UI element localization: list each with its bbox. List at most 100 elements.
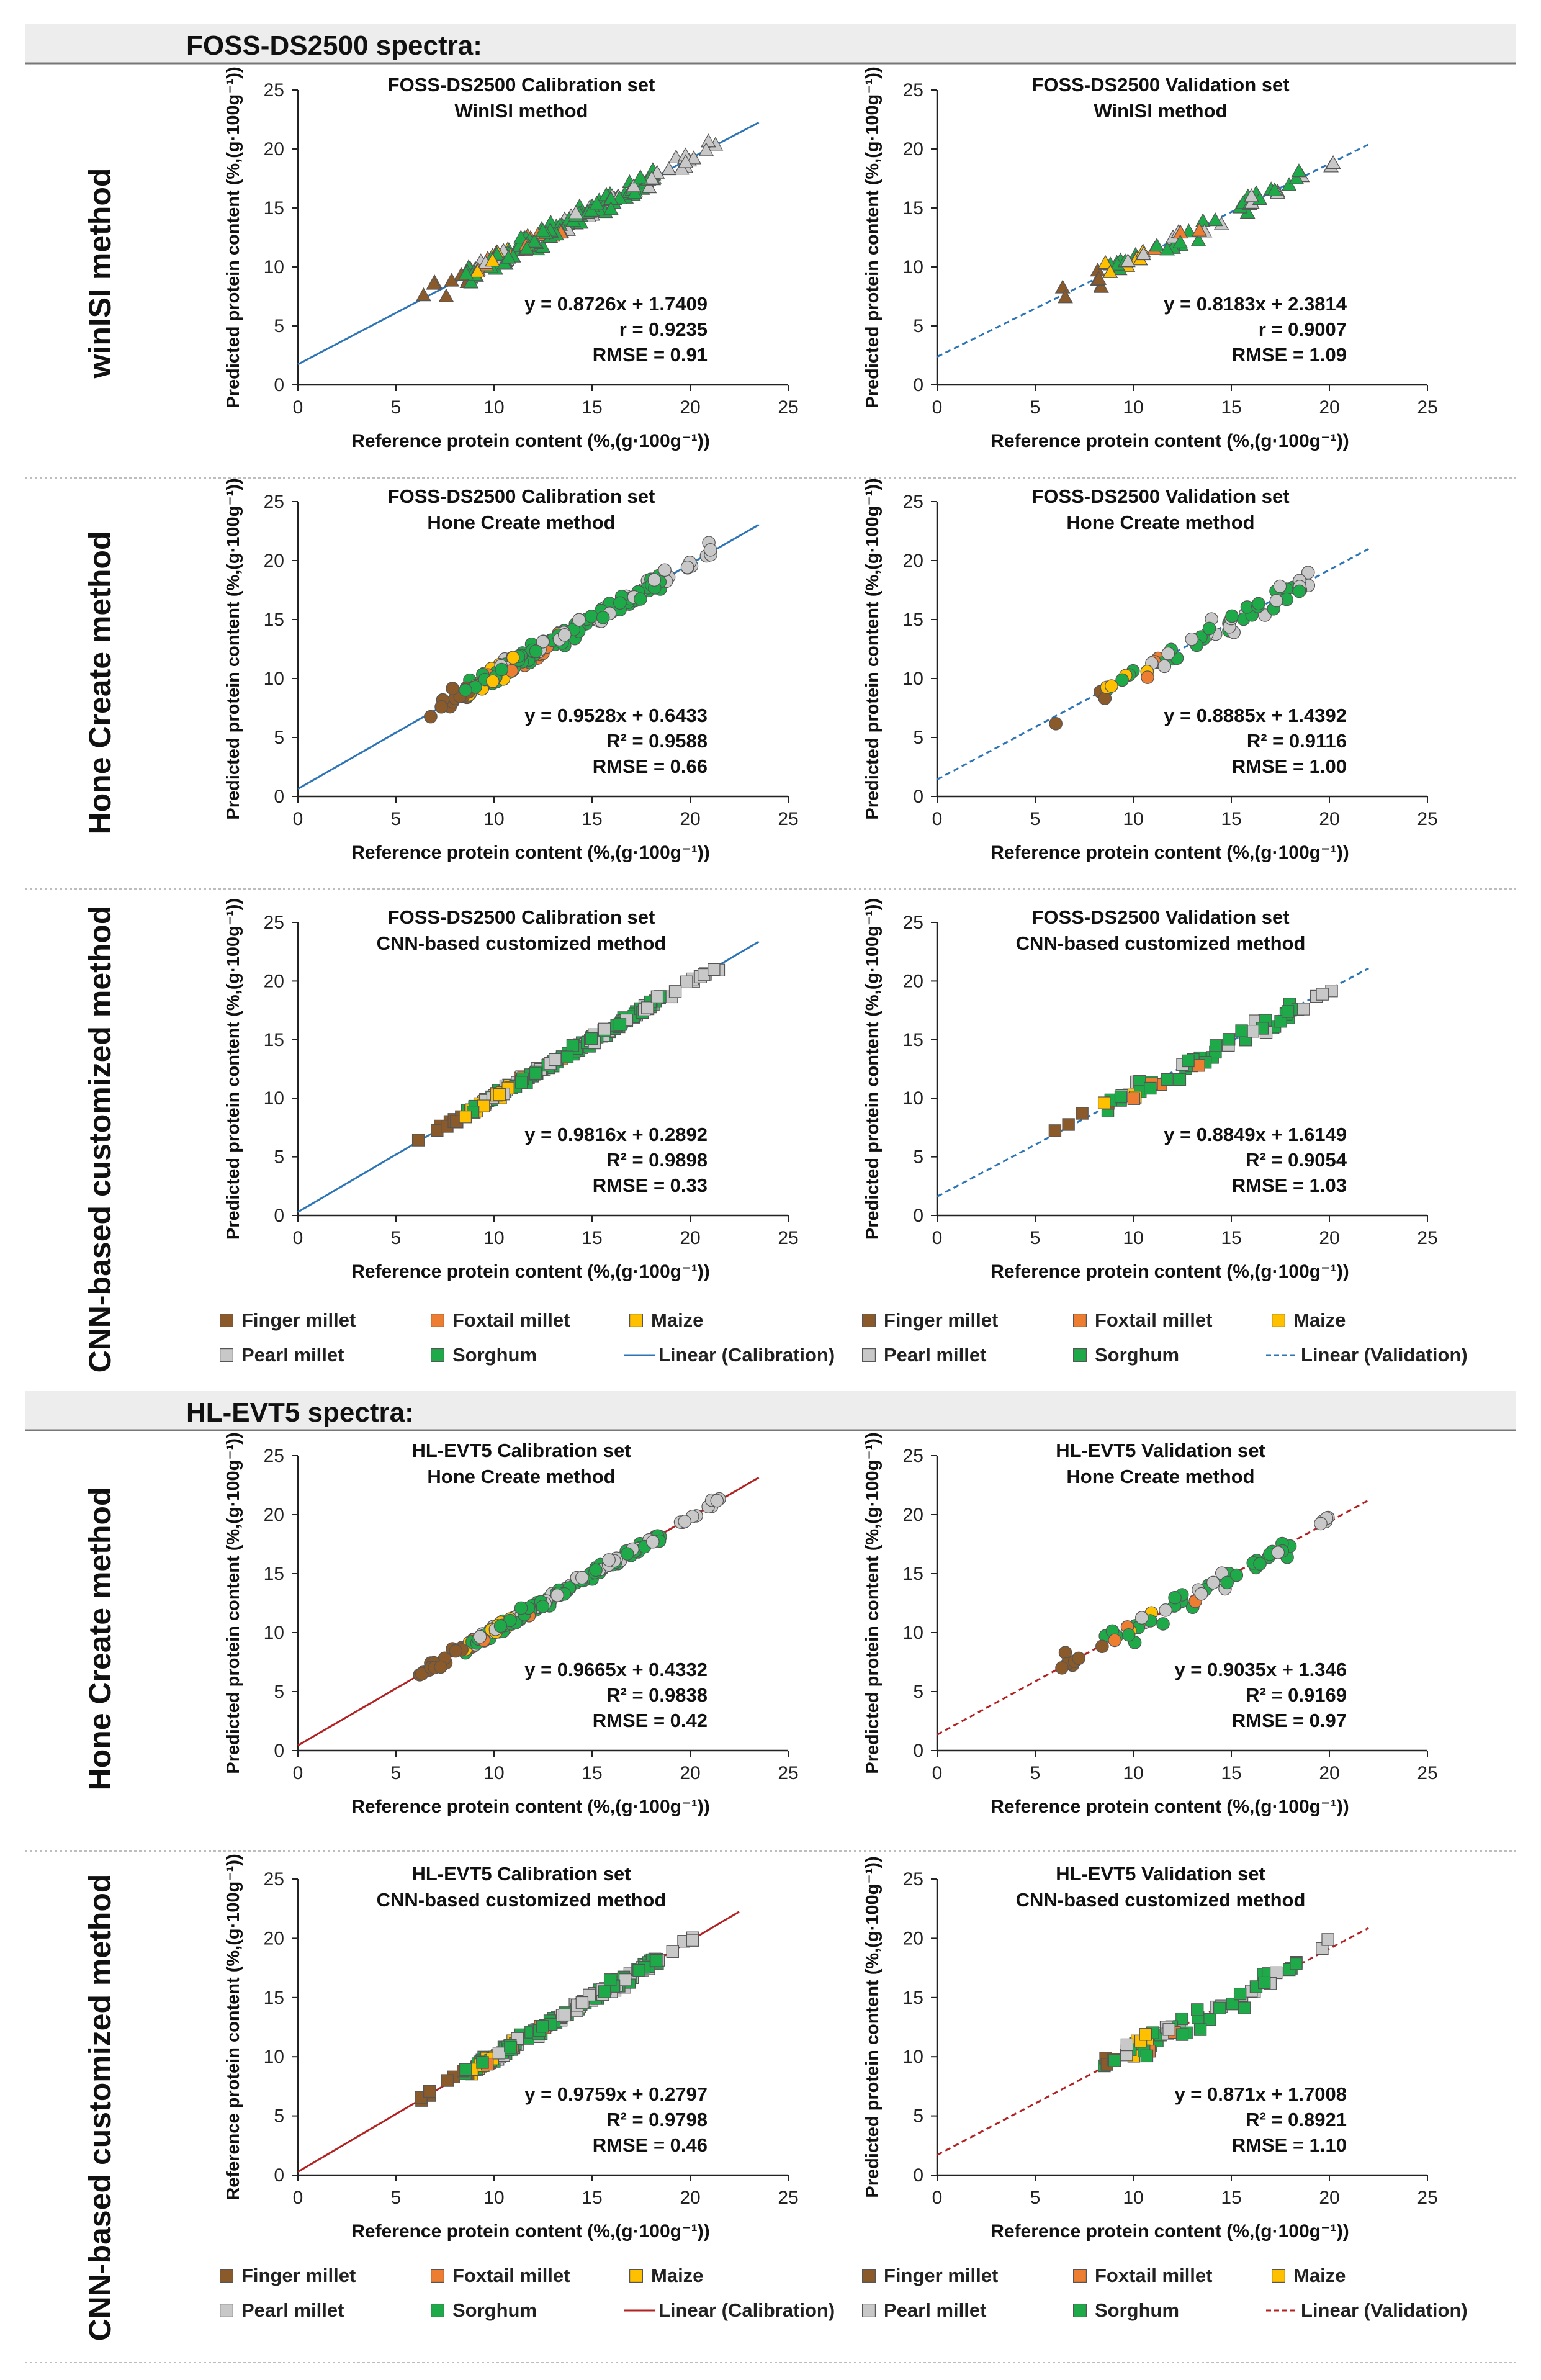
legend-marker-finger-millet: [220, 1314, 234, 1328]
data-point-sorghum: [529, 1066, 542, 1080]
row-label-hone-create-foss: Hone Create method: [83, 531, 117, 835]
chart-subtitle: Hone Create method: [427, 1466, 615, 1487]
data-point-sorghum: [1175, 2028, 1189, 2041]
data-point-sorghum: [513, 230, 529, 244]
data-point-pearl-millet: [1185, 632, 1199, 646]
data-point-pearl-millet: [678, 1515, 692, 1528]
x-tick-label: 15: [582, 1763, 602, 1783]
data-point-sorghum: [1229, 1568, 1244, 1582]
y-tick-label: 0: [274, 375, 284, 395]
legend-marker-finger-millet: [861, 1314, 876, 1328]
y-axis-title: Predicted protein content (%,(g·100g⁻¹)): [223, 1432, 243, 1774]
y-tick-label: 20: [264, 1505, 284, 1525]
y-tick-label: 20: [903, 1928, 923, 1949]
legend-marker-maize: [629, 1314, 643, 1328]
data-point-sorghum: [1209, 1039, 1223, 1052]
x-tick-label: 25: [778, 1228, 798, 1248]
data-point-sorghum: [504, 2041, 518, 2054]
fit-stat: RMSE = 1.00: [1232, 755, 1347, 777]
data-point-pearl-millet: [1246, 1025, 1259, 1038]
legend-marker-pearl-millet: [220, 2304, 234, 2318]
legend-marker-sorghum: [1072, 1348, 1087, 1363]
x-tick-label: 5: [391, 1228, 402, 1248]
data-point-finger-millet: [1072, 1651, 1085, 1666]
x-tick-label: 20: [1319, 2188, 1339, 2208]
y-tick-label: 15: [264, 610, 284, 630]
x-axis-title: Reference protein content (%,(g·100g⁻¹)): [991, 2221, 1349, 2242]
data-point-sorghum: [536, 1600, 550, 1613]
legend-marker-maize: [1272, 2269, 1286, 2283]
fit-stat: y = 0.9528x + 0.6433: [524, 705, 708, 726]
fit-stat: RMSE = 1.10: [1232, 2134, 1347, 2156]
data-point-sorghum: [529, 644, 543, 658]
fit-stat: RMSE = 0.42: [593, 1710, 708, 1731]
x-tick-label: 5: [391, 2188, 402, 2208]
data-point-sorghum: [613, 596, 627, 610]
data-point-sorghum: [1238, 2001, 1251, 2014]
legend-marker-sorghum: [430, 2304, 444, 2318]
chart-panel-foss-calibration-winisi: 0 5 10 15 20 25 0 5 10 15 20 25 Reference protein co…: [223, 66, 799, 451]
data-point-pearl-millet: [626, 178, 642, 192]
x-tick-label: 25: [778, 2188, 798, 2208]
legend-marker-maize: [629, 2269, 643, 2283]
data-point-pearl-millet: [1301, 566, 1315, 579]
data-point-maize: [493, 1088, 506, 1101]
data-point-pearl-millet: [644, 170, 660, 184]
legend-label: Pearl millet: [884, 2299, 986, 2321]
data-point-sorghum: [620, 1547, 634, 1561]
y-tick-label: 25: [264, 492, 284, 512]
data-point-pearl-millet: [710, 1494, 724, 1508]
x-tick-label: 15: [1221, 397, 1241, 418]
legend-label: Finger millet: [241, 1309, 356, 1331]
data-point-sorghum: [589, 1563, 603, 1577]
y-tick-label: 20: [264, 139, 284, 160]
y-tick-label: 10: [264, 2047, 284, 2067]
data-point-pearl-millet: [572, 613, 586, 627]
data-point-sorghum: [495, 662, 508, 677]
y-axis-title: Predicted protein content (%,(g·100g⁻¹)): [863, 1432, 883, 1774]
data-point-pearl-millet: [575, 1996, 589, 2009]
data-point-sorghum: [1156, 1617, 1170, 1631]
data-point-finger-millet: [416, 287, 431, 302]
fit-stat: RMSE = 0.97: [1232, 1710, 1347, 1731]
data-point-pearl-millet: [641, 179, 657, 194]
x-axis-title: Reference protein content (%,(g·100g⁻¹)): [991, 1796, 1349, 1817]
y-tick-label: 20: [903, 1505, 923, 1525]
y-tick-label: 20: [264, 1928, 284, 1949]
y-tick-label: 5: [913, 1682, 923, 1702]
y-tick-label: 15: [903, 198, 923, 219]
y-axis-title: Predicted protein content (%,(g·100g⁻¹)): [863, 66, 883, 408]
y-tick-label: 25: [264, 1869, 284, 1890]
x-tick-label: 0: [293, 1763, 303, 1783]
data-point-pearl-millet: [686, 150, 702, 165]
data-point-pearl-millet: [1314, 1517, 1328, 1531]
x-tick-label: 25: [1417, 1763, 1437, 1783]
data-point-sorghum: [1222, 1033, 1236, 1046]
data-point-sorghum: [1207, 212, 1223, 227]
y-tick-label: 0: [274, 787, 284, 807]
data-point-finger-millet: [1095, 1639, 1109, 1653]
x-tick-label: 5: [391, 397, 402, 418]
data-point-sorghum: [613, 1018, 627, 1031]
x-axis-title: Reference protein content (%,(g·100g⁻¹)): [351, 2221, 710, 2242]
legend-marker-foxtail-millet: [430, 1314, 444, 1328]
x-tick-label: 5: [1030, 1228, 1041, 1248]
legend-foss-validation: Finger millet Foxtail millet Maize Pearl mi…: [861, 1309, 1468, 1366]
legend-marker-finger-millet: [861, 2269, 876, 2283]
fit-stat: R² = 0.9838: [606, 1684, 708, 1706]
fit-stat: r = 0.9007: [1259, 318, 1347, 340]
y-tick-label: 25: [903, 1446, 923, 1466]
data-point-sorghum: [566, 1039, 580, 1052]
legend-label: Linear (Validation): [1301, 2299, 1468, 2321]
data-point-maize: [486, 674, 500, 688]
fit-stat: RMSE = 0.46: [593, 2134, 708, 2156]
x-axis-title: Reference protein content (%,(g·100g⁻¹)): [991, 431, 1349, 451]
data-point-pearl-millet: [1135, 246, 1151, 261]
data-point-sorghum: [1159, 241, 1175, 256]
legend-label: Maize: [651, 2265, 703, 2286]
y-tick-label: 0: [274, 1206, 284, 1226]
y-tick-label: 10: [903, 1623, 923, 1643]
data-point-pearl-millet: [473, 1629, 487, 1644]
chart-title: FOSS-DS2500 Validation set: [1031, 906, 1289, 928]
fit-stat: RMSE = 1.09: [1232, 344, 1347, 366]
